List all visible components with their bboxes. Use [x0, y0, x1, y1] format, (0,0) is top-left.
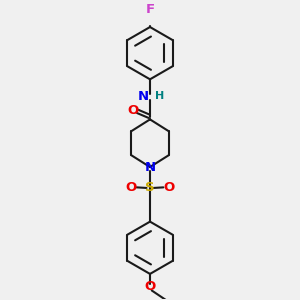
- Text: O: O: [128, 103, 139, 117]
- Text: H: H: [155, 91, 164, 101]
- Text: O: O: [164, 181, 175, 194]
- Text: O: O: [125, 181, 136, 194]
- Text: N: N: [137, 90, 148, 103]
- Text: N: N: [144, 160, 156, 173]
- Text: F: F: [146, 3, 154, 16]
- Text: S: S: [145, 182, 155, 194]
- Text: O: O: [144, 280, 156, 293]
